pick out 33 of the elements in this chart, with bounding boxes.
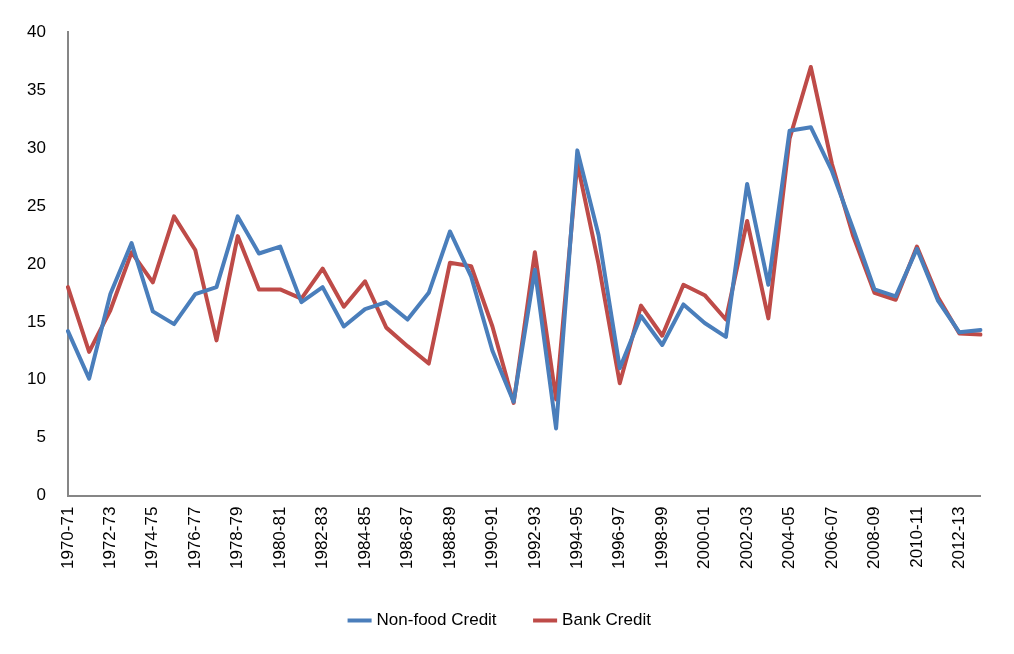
x-tick-label: 1990-91 <box>482 506 502 569</box>
x-tick-label: 1974-75 <box>142 506 162 569</box>
x-tick-label: 2000-01 <box>694 506 714 569</box>
y-tick-label: 10 <box>26 369 46 389</box>
x-tick-label: 1976-77 <box>184 506 204 569</box>
y-tick-label: 35 <box>26 79 46 99</box>
x-tick-label: 1996-97 <box>609 506 629 569</box>
x-tick-label: 1984-85 <box>354 506 374 569</box>
x-tick-label: 1978-79 <box>227 506 247 569</box>
x-tick-label: 1988-89 <box>439 506 459 569</box>
x-tick-label: 1982-83 <box>312 506 332 569</box>
x-tick-label: 2008-09 <box>864 506 884 569</box>
y-tick-label: 0 <box>36 485 46 505</box>
y-tick-label: 30 <box>26 137 46 157</box>
x-tick-label: 2012-13 <box>949 506 969 569</box>
legend-label: Bank Credit <box>562 610 652 630</box>
x-tick-label: 2010-11 <box>906 506 926 568</box>
x-tick-label: 2004-05 <box>779 506 799 569</box>
x-tick-label: 1986-87 <box>397 506 417 569</box>
x-tick-label: 1994-95 <box>567 506 587 569</box>
x-tick-label: 1992-93 <box>524 506 544 569</box>
y-tick-label: 20 <box>26 253 46 273</box>
x-tick-label: 1980-81 <box>269 506 289 569</box>
x-tick-label: 1970-71 <box>57 506 77 569</box>
y-tick-label: 40 <box>26 21 46 41</box>
x-tick-label: 1998-99 <box>651 506 671 569</box>
y-tick-label: 5 <box>36 427 46 447</box>
x-tick-label: 1972-73 <box>100 506 120 569</box>
y-tick-label: 15 <box>26 311 46 331</box>
y-tick-label: 25 <box>26 195 46 215</box>
x-tick-label: 2002-03 <box>736 506 756 569</box>
x-tick-label: 2006-07 <box>821 506 841 569</box>
legend-label: Non-food Credit <box>376 610 497 630</box>
